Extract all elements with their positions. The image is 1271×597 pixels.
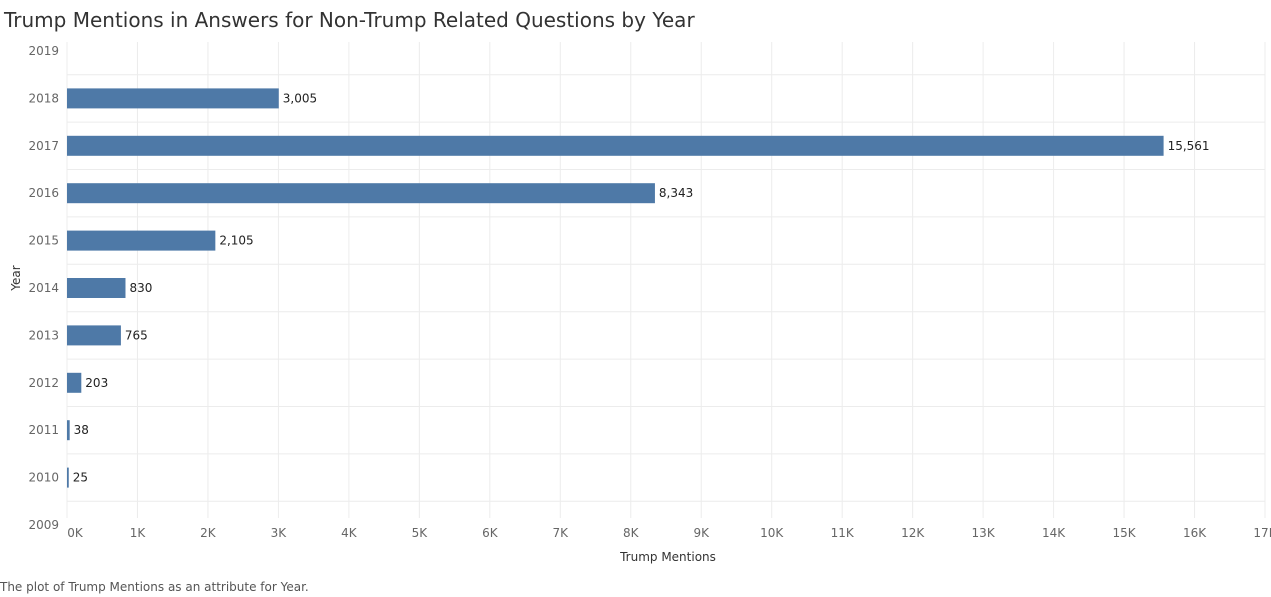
y-axis: 2019 2018 2017 2016 2015 2014 2013 2012 2011 2010… <box>28 44 59 532</box>
bars-layer <box>67 88 1164 488</box>
x-tick-label: 11K <box>831 526 855 540</box>
x-tick-label: 5K <box>412 526 429 540</box>
y-tick-label: 2014 <box>28 281 59 295</box>
x-tick-label: 4K <box>341 526 358 540</box>
x-tick-label: 13K <box>972 526 996 540</box>
x-tick-label: 12K <box>901 526 925 540</box>
grid-layer <box>66 42 1266 518</box>
x-tick-label: 15K <box>1112 526 1136 540</box>
data-label-2018: 3,005 <box>283 91 317 105</box>
bar-2011[interactable] <box>67 420 70 441</box>
y-tick-label: 2018 <box>28 91 59 105</box>
data-labels-layer: 3,005 15,561 8,343 2,105 830 765 203 38 25 <box>73 91 1210 484</box>
y-tick-label: 2013 <box>28 328 59 342</box>
x-tick-label: 1K <box>130 526 147 540</box>
bar-2013[interactable] <box>67 325 121 346</box>
bar-2015[interactable] <box>67 230 216 251</box>
x-axis: 0K 1K 2K 3K 4K 5K 6K 7K 8K 9K 10K 11K 12K 13K 14K 15K 16… <box>67 526 1271 540</box>
x-tick-label: 9K <box>693 526 710 540</box>
data-label-2012: 203 <box>85 376 108 390</box>
x-tick-label: 6K <box>482 526 499 540</box>
x-tick-label: 8K <box>623 526 640 540</box>
x-tick-label: 3K <box>271 526 288 540</box>
x-tick-label: 2K <box>200 526 217 540</box>
data-label-2013: 765 <box>125 328 148 342</box>
y-tick-label: 2012 <box>28 376 59 390</box>
data-label-2014: 830 <box>129 281 152 295</box>
chart-caption: The plot of Trump Mentions as an attribu… <box>0 580 309 594</box>
y-tick-label: 2011 <box>28 423 59 437</box>
data-label-2017: 15,561 <box>1168 139 1210 153</box>
y-tick-label: 2015 <box>28 234 59 248</box>
y-tick-label: 2019 <box>28 44 59 58</box>
data-label-2015: 2,105 <box>219 234 253 248</box>
x-tick-label: 14K <box>1042 526 1066 540</box>
bar-2012[interactable] <box>67 372 82 393</box>
y-tick-label: 2010 <box>28 471 59 485</box>
bar-2016[interactable] <box>67 183 655 204</box>
x-axis-title: Trump Mentions <box>619 550 716 564</box>
bar-2018[interactable] <box>67 88 279 109</box>
y-tick-label: 2009 <box>28 518 59 532</box>
data-label-2011: 38 <box>74 423 89 437</box>
y-tick-label: 2016 <box>28 186 59 200</box>
bar-2014[interactable] <box>67 278 126 298</box>
chart-title: Trump Mentions in Answers for Non-Trump … <box>4 8 695 32</box>
bar-2010[interactable] <box>67 467 69 488</box>
x-tick-label: 7K <box>553 526 570 540</box>
x-tick-label: 17K <box>1253 526 1271 540</box>
x-tick-label: 10K <box>760 526 784 540</box>
y-tick-label: 2017 <box>28 139 59 153</box>
data-label-2016: 8,343 <box>659 186 693 200</box>
bar-2017[interactable] <box>67 135 1164 156</box>
data-label-2010: 25 <box>73 471 88 485</box>
y-axis-title: Year <box>9 265 23 291</box>
x-tick-label: 16K <box>1183 526 1207 540</box>
x-tick-label: 0K <box>67 526 84 540</box>
